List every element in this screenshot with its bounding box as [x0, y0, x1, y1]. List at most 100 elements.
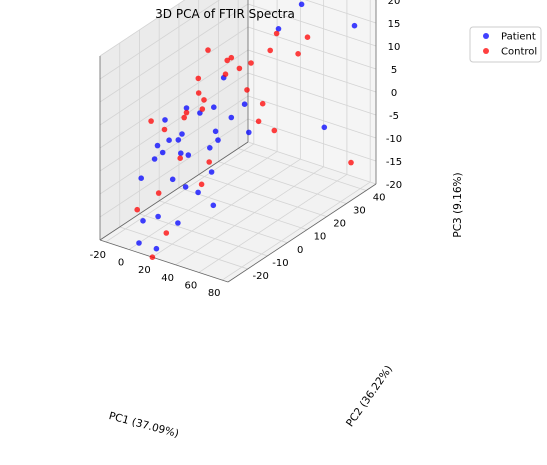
grid-line-z-wall — [99, 118, 249, 218]
point-control — [201, 97, 207, 103]
point-patient — [228, 114, 235, 121]
y-tick-label: -20 — [253, 271, 269, 282]
point-patient — [182, 184, 189, 190]
point-patient — [275, 26, 282, 32]
point-patient — [159, 149, 166, 156]
point-patient — [155, 213, 161, 220]
point-control — [183, 109, 190, 116]
grid-line-z-wall — [99, 72, 249, 172]
grid-line-z-wall — [99, 3, 249, 103]
x-axis-line — [99, 239, 229, 283]
point-patient — [215, 137, 221, 143]
grid-line-z-back — [247, 95, 377, 139]
point-control — [304, 34, 311, 40]
point-control — [163, 230, 170, 236]
x-tick-label: 0 — [118, 258, 124, 269]
back-wall-pane — [248, 0, 376, 184]
y-tick-label: 30 — [353, 206, 366, 217]
point-patient — [175, 220, 181, 226]
y-axis-line — [227, 183, 377, 283]
x-tick-label: 40 — [161, 273, 174, 284]
z-tick-label: -10 — [386, 134, 402, 145]
point-patient — [166, 137, 172, 143]
point-control — [206, 159, 212, 165]
grid-line-y-floor — [119, 226, 248, 270]
z-tick-label: 20 — [388, 0, 401, 7]
point-patient — [212, 128, 219, 135]
z-tick-label: -20 — [386, 180, 402, 191]
grid-line-y-floor — [198, 174, 327, 218]
point-control — [255, 118, 262, 125]
point-patient — [211, 104, 217, 110]
left-wall-pane — [100, 0, 248, 240]
point-control — [295, 51, 301, 57]
point-control — [267, 47, 274, 54]
point-control — [348, 159, 354, 166]
grid-line-z-back — [247, 26, 377, 70]
point-patient — [154, 142, 161, 149]
point-patient — [321, 124, 328, 131]
point-control — [271, 127, 278, 134]
point-patient — [351, 22, 358, 29]
grid-lines — [99, 0, 377, 281]
point-control — [181, 114, 187, 121]
legend: Patient Control — [469, 26, 542, 63]
point-control — [195, 90, 202, 96]
point-patient — [178, 150, 184, 156]
point-patient — [185, 152, 192, 158]
grid-line-z-back — [247, 118, 377, 162]
point-control — [155, 190, 162, 196]
y-tick-label: 20 — [333, 219, 346, 230]
grid-line-x-floor — [105, 143, 255, 243]
x-tick-label: 20 — [138, 265, 151, 276]
point-control — [248, 60, 254, 66]
point-patient — [246, 129, 252, 136]
point-control — [205, 47, 211, 53]
grid-line-x-floor — [152, 158, 301, 258]
z-tick-label: -15 — [386, 157, 402, 168]
z-tick-label: 5 — [391, 65, 397, 76]
legend-label-control: Control — [501, 47, 537, 58]
legend-marker-patient — [483, 33, 489, 39]
point-patient — [208, 169, 215, 175]
x-axis-label: PC1 (37.09%) — [107, 410, 180, 440]
grid-line-y-floor — [139, 213, 268, 257]
point-control — [228, 54, 235, 61]
y-tick-label: 0 — [297, 245, 303, 256]
grid-line-x-floor — [128, 151, 278, 250]
legend-label-patient: Patient — [501, 32, 536, 43]
point-patient — [153, 245, 160, 252]
z-tick-label: -5 — [389, 111, 399, 122]
point-patient — [210, 202, 217, 209]
y-axis-label: PC2 (36.22%) — [344, 363, 395, 429]
point-control — [177, 155, 183, 161]
z-tick-label: 0 — [391, 88, 397, 99]
tick-labels: -20020406080-20-10010203040-20-15-10-505… — [90, 0, 403, 299]
grid-line-y-floor — [159, 200, 288, 244]
point-patient — [138, 175, 144, 181]
axis-edges — [99, 0, 377, 283]
point-control — [149, 254, 156, 260]
point-patient — [162, 117, 168, 123]
x-tick-label: 80 — [208, 288, 221, 299]
point-control — [195, 75, 202, 82]
grid-line-z-back — [247, 72, 377, 116]
point-patient — [175, 137, 182, 143]
point-control — [273, 30, 280, 37]
point-patient — [298, 1, 305, 8]
grid-line-z-wall — [99, 95, 249, 195]
x-tick-label: 60 — [185, 280, 198, 291]
point-control — [148, 118, 154, 124]
grid-line-y-floor — [238, 148, 367, 191]
floor-edge — [99, 141, 249, 241]
point-patient — [169, 176, 176, 183]
chart-title: 3D PCA of FTIR Spectra — [155, 7, 295, 21]
point-patient — [179, 131, 185, 137]
grid-line-y-floor — [218, 161, 347, 204]
point-patient — [195, 189, 201, 196]
z-axis-label: PC3 (9.16%) — [452, 172, 464, 237]
point-control — [198, 181, 205, 188]
grid-line-z-back — [247, 141, 377, 185]
z-tick-label: 15 — [388, 19, 401, 30]
